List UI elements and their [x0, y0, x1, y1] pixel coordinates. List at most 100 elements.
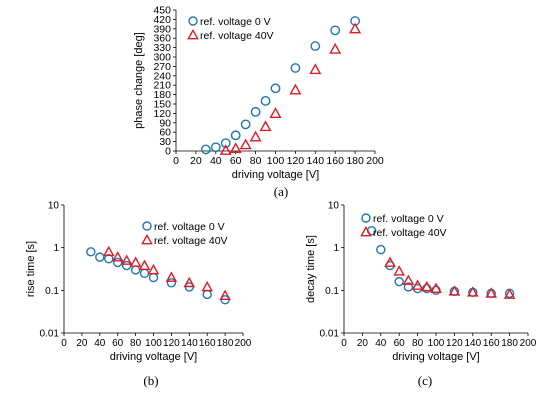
x-tick-label: 20	[76, 338, 88, 349]
y-tick-label: 240	[153, 70, 171, 82]
y-tick-label: 360	[153, 33, 171, 45]
x-axis-label: driving voltage [V]	[392, 351, 479, 363]
x-tick-label: 60	[112, 338, 124, 349]
data-point-circle	[230, 130, 241, 141]
data-point-circle	[130, 265, 141, 275]
y-tick-label: 0	[165, 146, 171, 158]
legend-label: ref. voltage 0 V	[200, 16, 271, 28]
y-axis-label: decay time [s]	[305, 235, 317, 303]
x-tick-label: 0	[61, 338, 67, 349]
x-tick-label: 80	[412, 338, 424, 349]
x-tick-label: 20	[357, 338, 369, 349]
data-point-triangle	[309, 63, 322, 75]
legend: ref. voltage 0 V ref. voltage 40V	[187, 16, 274, 42]
legend: ref. voltage 0 V ref. voltage 40V	[141, 221, 228, 247]
x-axis-label: driving voltage [V]	[110, 351, 197, 363]
data-point-circle	[166, 278, 177, 288]
x-tick-label: 180	[501, 338, 518, 349]
y-tick-label: 450	[153, 5, 171, 17]
data-point-triangle	[269, 107, 282, 118]
data-point-triangle	[201, 280, 213, 292]
data-point-circle	[86, 247, 96, 257]
y-tick-label: 0.1	[45, 286, 59, 297]
y-tick-label: 120	[153, 108, 171, 120]
legend-circle-marker	[142, 221, 152, 231]
data-point-circle	[220, 138, 231, 149]
x-tick-label: 60	[394, 338, 406, 349]
x-tick-label: 160	[483, 338, 500, 349]
data-point-circle	[210, 142, 221, 153]
data-point-circle	[260, 95, 271, 106]
x-tick-label: 100	[428, 338, 445, 349]
x-tick-label: 140	[464, 338, 481, 349]
legend-circle-marker	[188, 16, 198, 26]
data-point-triangle	[249, 130, 262, 142]
legend-circle-marker	[361, 213, 371, 223]
x-tick-label: 180	[217, 338, 234, 349]
legend: ref. voltage 0 V ref. voltage 40V	[360, 213, 447, 239]
series-ref-40v	[102, 245, 231, 301]
y-tick-label: 180	[153, 89, 171, 101]
y-tick-label: 390	[153, 23, 171, 35]
y-axis-label: phase change [deg]	[133, 32, 145, 129]
legend-label: ref. voltage 40V	[373, 227, 447, 239]
figure-caption: (a)	[274, 184, 288, 199]
y-tick-label: 1	[53, 243, 59, 254]
y-tick-label: 0.1	[325, 286, 339, 297]
y-tick-label: 0.01	[40, 329, 60, 340]
y-tick-label: 30	[159, 136, 171, 148]
legend-triangle-marker	[187, 28, 199, 40]
data-point-triangle	[329, 42, 342, 54]
data-point-circle	[330, 25, 341, 36]
series-ref-40v	[384, 256, 516, 299]
data-point-triangle	[138, 259, 151, 270]
figure-caption: (c)	[418, 373, 432, 388]
data-point-circle	[95, 252, 105, 262]
data-point-circle	[112, 257, 123, 268]
x-tick-label: 100	[145, 338, 162, 349]
x-tick-label: 80	[250, 155, 262, 167]
y-tick-label: 10	[48, 201, 60, 212]
data-point-triangle	[467, 286, 479, 297]
x-tick-label: 120	[446, 338, 463, 349]
figure-caption: (b)	[143, 373, 158, 388]
data-point-triangle	[349, 22, 362, 34]
data-point-triangle	[402, 274, 415, 285]
data-point-circle	[394, 276, 404, 287]
data-point-circle	[104, 254, 114, 264]
data-point-triangle	[183, 276, 196, 288]
x-tick-label: 160	[199, 338, 216, 349]
x-tick-label: 0	[173, 155, 179, 167]
data-point-circle	[270, 83, 281, 94]
data-point-triangle	[229, 142, 242, 154]
data-point-circle	[200, 144, 211, 155]
legend-triangle-marker	[141, 233, 153, 245]
legend-label: ref. voltage 0 V	[154, 221, 225, 233]
x-tick-label: 200	[235, 338, 252, 349]
data-point-triangle	[259, 120, 272, 132]
data-point-triangle	[448, 285, 461, 296]
y-tick-label: 90	[159, 117, 171, 129]
data-point-triangle	[165, 271, 178, 282]
x-tick-label: 80	[130, 338, 142, 349]
legend-label: ref. voltage 40V	[200, 30, 274, 42]
data-point-triangle	[503, 288, 516, 299]
data-point-circle	[240, 119, 251, 130]
x-axis-label: driving voltage [V]	[232, 169, 319, 181]
y-tick-label: 330	[153, 42, 171, 54]
y-tick-label: 300	[153, 52, 171, 64]
y-tick-label: 210	[153, 80, 171, 92]
data-point-triangle	[120, 254, 133, 265]
data-point-triangle	[219, 144, 232, 155]
data-point-triangle	[102, 245, 115, 257]
y-tick-label: 420	[153, 14, 171, 26]
data-point-circle	[121, 260, 132, 271]
data-point-triangle	[239, 138, 252, 150]
y-tick-label: 150	[153, 99, 171, 111]
x-tick-label: 60	[230, 155, 242, 167]
data-point-triangle	[219, 289, 231, 301]
data-point-circle	[148, 272, 159, 283]
x-tick-label: 200	[366, 155, 384, 167]
series-ref-0v	[200, 16, 360, 155]
chart-panel-a: 0 20 40 60 80 100 120 140 160 180 2000306090120150…	[133, 5, 384, 200]
